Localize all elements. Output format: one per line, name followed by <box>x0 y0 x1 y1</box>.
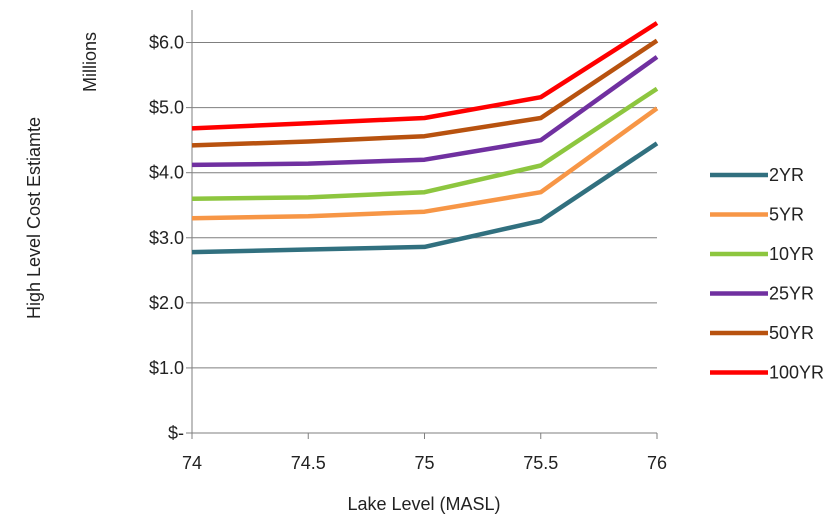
series-line-50yr <box>191 38 659 148</box>
y-axis-title: High Level Cost Estiamte <box>24 117 44 319</box>
y-tick-label: $4.0 <box>149 163 184 183</box>
series-line-100yr <box>191 21 659 131</box>
legend-label-5yr: 5YR <box>769 205 804 225</box>
series-line-5yr <box>191 106 659 221</box>
x-axis-title: Lake Level (MASL) <box>347 494 500 514</box>
units-label: Millions <box>80 32 100 92</box>
y-tick-label: $1.0 <box>149 358 184 378</box>
series-line-2yr <box>191 141 659 255</box>
x-tick-label: 76 <box>647 453 667 473</box>
y-tick-label: $3.0 <box>149 228 184 248</box>
axes <box>186 10 658 439</box>
legend-label-50yr: 50YR <box>769 323 814 343</box>
x-tick-labels: 74 74.5 75 75.5 76 <box>182 453 667 473</box>
x-tick-label: 74.5 <box>291 453 326 473</box>
legend: 2YR 5YR 10YR 25YR 50YR 100YR <box>710 165 824 383</box>
legend-label-2yr: 2YR <box>769 165 804 185</box>
legend-label-100yr: 100YR <box>769 363 824 383</box>
series-line-25yr <box>191 55 659 168</box>
y-tick-label: $2.0 <box>149 293 184 313</box>
x-tick-label: 75 <box>414 453 434 473</box>
y-tick-label: $6.0 <box>149 33 184 53</box>
legend-label-25yr: 25YR <box>769 284 814 304</box>
series-line-10yr <box>191 86 659 201</box>
legend-label-10yr: 10YR <box>769 244 814 264</box>
x-tick-label: 75.5 <box>523 453 558 473</box>
x-tick-label: 74 <box>182 453 202 473</box>
y-tick-label: $- <box>168 423 184 443</box>
series-lines <box>191 21 659 255</box>
y-tick-label: $5.0 <box>149 98 184 118</box>
y-tick-labels: $- $1.0 $2.0 $3.0 $4.0 $5.0 $6.0 <box>149 33 184 443</box>
gridlines <box>192 42 657 369</box>
